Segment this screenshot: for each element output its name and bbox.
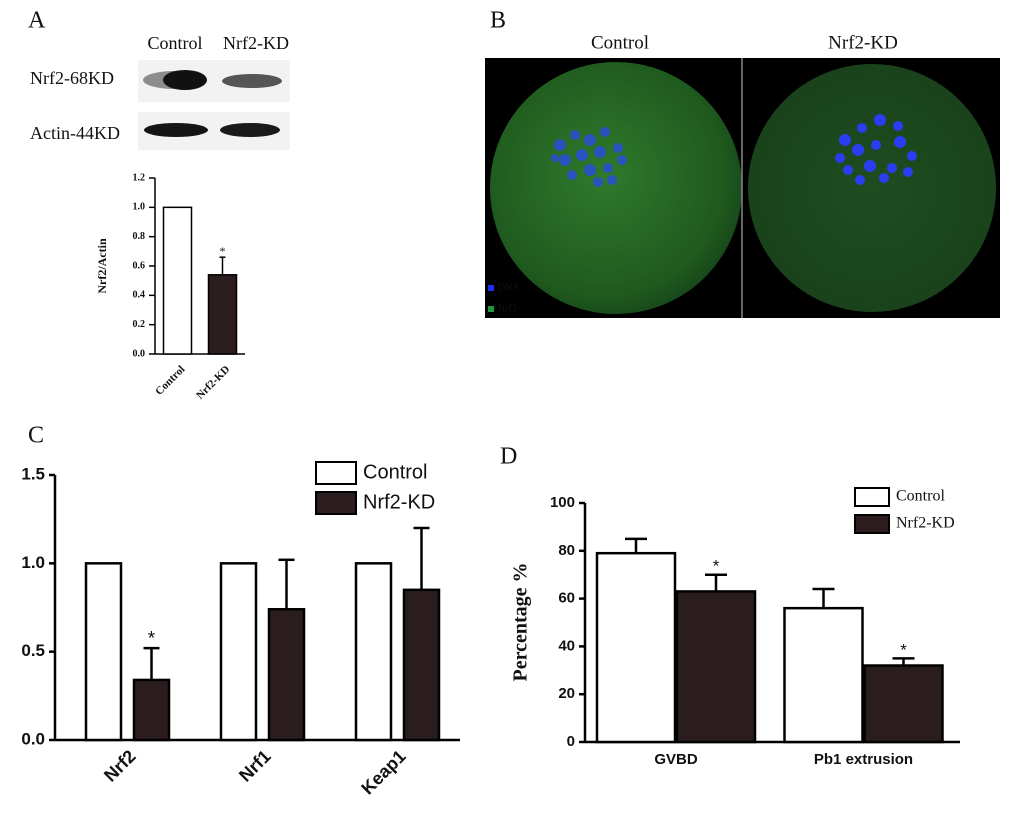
legend-swatch — [315, 491, 357, 515]
bar — [595, 551, 677, 744]
y-tick-label: 1.0 — [21, 553, 45, 572]
oocyte — [490, 62, 742, 314]
x-tick-label: Pb1 extrusion — [814, 751, 913, 768]
chromosomes — [551, 127, 627, 187]
blot-row: Nrf2-68KD — [30, 68, 114, 88]
legend-label: Nrf2-KD — [896, 515, 955, 532]
legend-label: Control — [896, 488, 945, 505]
bar — [207, 274, 238, 355]
y-tick-label: 40 — [558, 637, 575, 654]
y-tick-label: 0 — [567, 733, 575, 750]
significance: * — [713, 557, 720, 576]
x-tick-label: GVBD — [654, 751, 698, 768]
y-tick-label: 0.0 — [21, 729, 45, 748]
legend-label: Control — [363, 461, 427, 483]
panel-letter: C — [28, 423, 44, 449]
legend-label: Nrf2 — [498, 303, 517, 314]
bar — [162, 206, 193, 355]
y-tick-label: 0.6 — [133, 260, 146, 271]
x-tick-label: Nrf1 — [235, 746, 275, 786]
blot-band — [222, 74, 282, 88]
bar — [84, 562, 123, 742]
blot-band — [220, 123, 280, 137]
y-tick-label: 0.5 — [21, 641, 45, 660]
bar — [783, 606, 864, 744]
legend-swatch — [315, 461, 357, 485]
y-tick-label: 1.2 — [133, 172, 146, 183]
x-tick-label: Nrf2-KD — [194, 363, 232, 401]
panel-letter: D — [500, 444, 517, 470]
legend-swatch — [488, 306, 494, 312]
bar — [863, 664, 944, 744]
y-tick-label: 20 — [558, 685, 575, 702]
y-tick-label: 0.8 — [133, 231, 146, 242]
y-tick-label: 0.4 — [133, 290, 146, 301]
legend-swatch — [854, 514, 890, 534]
y-tick-label: 60 — [558, 590, 575, 607]
panel-letter: B — [490, 8, 506, 34]
blot-band — [144, 123, 208, 137]
x-tick-label: Nrf2 — [100, 746, 140, 786]
y-tick-label: 0.0 — [133, 348, 146, 359]
y-tick-label: 0.2 — [133, 319, 146, 330]
bar — [675, 590, 757, 744]
image-column: Control — [591, 32, 649, 53]
blot-column: Nrf2-KD — [223, 33, 289, 53]
y-tick-label: 100 — [550, 494, 575, 511]
bar — [219, 562, 258, 742]
legend-swatch — [854, 487, 890, 507]
blot-row: Actin-44KD — [30, 123, 120, 143]
blot-column: Control — [147, 33, 202, 53]
chromosomes — [835, 114, 917, 185]
legend-label: Nrf2-KD — [363, 491, 435, 513]
legend-label: DNA — [498, 282, 520, 293]
bar — [267, 608, 306, 742]
oocyte — [748, 64, 996, 312]
blot-band — [163, 70, 207, 90]
significance: * — [900, 640, 907, 659]
y-tick-label: 1.5 — [21, 464, 45, 483]
y-axis-label: Percentage % — [510, 562, 532, 681]
y-tick-label: 1.0 — [133, 202, 146, 213]
bar — [132, 678, 171, 742]
significance: * — [148, 629, 156, 650]
y-axis-label: Nrf2/Actin — [95, 238, 109, 294]
image-column: Nrf2-KD — [828, 32, 898, 53]
y-tick-label: 80 — [558, 542, 575, 559]
significance: * — [220, 244, 226, 258]
panel-letter: A — [28, 8, 46, 34]
bar — [402, 588, 441, 742]
legend-swatch — [488, 285, 494, 291]
x-tick-label: Control — [153, 363, 187, 397]
x-tick-label: Keap1 — [357, 746, 409, 798]
bar — [354, 562, 393, 742]
